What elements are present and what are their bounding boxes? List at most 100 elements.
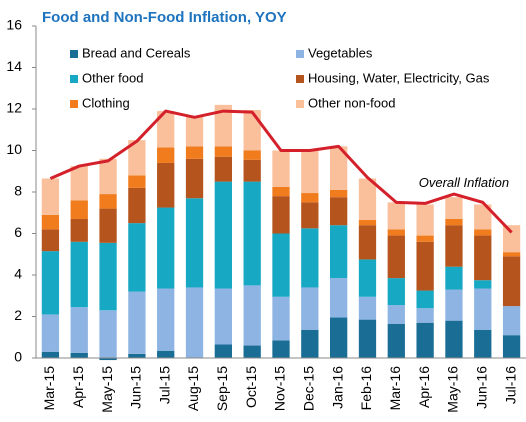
- y-tick-label: 14: [6, 58, 22, 74]
- legend-swatch: [296, 75, 304, 83]
- bar-segment: [157, 147, 175, 163]
- bar-segment: [99, 208, 117, 243]
- bar-segment: [416, 204, 434, 236]
- bar-segment: [301, 287, 319, 330]
- legend-label: Clothing: [82, 95, 130, 110]
- legend-swatch: [70, 50, 78, 58]
- bar-segment: [214, 181, 232, 289]
- legend-swatch: [70, 75, 78, 83]
- x-tick-label: May-16: [445, 366, 461, 413]
- bar-segment: [99, 158, 117, 195]
- bar-segment: [41, 229, 60, 252]
- bar-segment: [502, 225, 521, 253]
- bar-segment: [272, 196, 290, 234]
- bar-segment: [243, 345, 261, 358]
- bar-segment: [330, 278, 348, 318]
- bar-segment: [416, 290, 434, 309]
- bar-segment: [41, 251, 60, 315]
- bar-segment: [70, 218, 88, 242]
- bar-segment: [301, 228, 319, 288]
- bar-segment: [502, 306, 521, 336]
- y-tick-label: 2: [14, 307, 22, 323]
- y-tick-label: 4: [14, 266, 22, 282]
- bar-segment: [157, 207, 175, 289]
- x-tick-label: Aug-15: [185, 366, 201, 411]
- bar-segment: [416, 322, 434, 358]
- bar-segment: [128, 187, 146, 224]
- bar-segment: [358, 296, 377, 320]
- legend-swatch: [296, 100, 304, 108]
- y-tick-label: 6: [14, 224, 22, 240]
- bar-segment: [474, 235, 492, 281]
- bar-segment: [243, 285, 261, 346]
- bar-segment: [243, 159, 261, 182]
- bar-segment: [128, 223, 146, 292]
- bar-segment: [301, 193, 319, 203]
- bar-segment: [214, 104, 232, 147]
- bar-segment: [445, 225, 463, 267]
- x-tick-label: May-15: [99, 366, 115, 413]
- bar-segment: [41, 214, 60, 230]
- bar-segment: [502, 335, 521, 358]
- bar-segment: [330, 317, 348, 358]
- x-tick-label: Dec-15: [301, 366, 317, 411]
- bar-segment: [185, 146, 204, 159]
- bar-segment: [445, 289, 463, 321]
- bar-segment: [358, 319, 377, 358]
- x-tick-label: Apr-15: [70, 366, 86, 408]
- x-tick-label: Jul-16: [502, 366, 518, 404]
- chart-title: Food and Non-Food Inflation, YOY: [42, 9, 287, 26]
- bar-segment: [157, 162, 175, 208]
- bar-segment: [474, 329, 492, 358]
- legend-label: Vegetables: [308, 45, 373, 60]
- bar-segment: [70, 307, 88, 353]
- bar-segment: [70, 352, 88, 358]
- bar-segment: [387, 278, 405, 306]
- bar-segment: [358, 225, 377, 260]
- legend-label: Bread and Cereals: [82, 45, 191, 60]
- bar-segment: [387, 305, 405, 324]
- bar-segment: [41, 178, 60, 215]
- bar-segment: [185, 198, 204, 288]
- bar-segment: [214, 156, 232, 182]
- bar-segment: [272, 150, 290, 187]
- bar-segment: [41, 314, 60, 352]
- bar-segment: [474, 280, 492, 289]
- legend-swatch: [296, 50, 304, 58]
- bar-segment: [99, 242, 117, 311]
- bar-segment: [243, 110, 261, 151]
- x-tick-label: Oct-15: [243, 366, 259, 408]
- y-tick-label: 16: [6, 17, 22, 33]
- bar-segment: [128, 291, 146, 354]
- bar-segment: [70, 166, 88, 201]
- bar-segment: [99, 310, 117, 358]
- bar-segment: [301, 150, 319, 194]
- bar-segment: [214, 288, 232, 345]
- bar-segment: [157, 111, 175, 148]
- x-tick-label: Feb-16: [358, 366, 374, 411]
- bar-segment: [502, 256, 521, 307]
- bar-segment: [214, 146, 232, 157]
- y-tick-label: 10: [6, 141, 22, 157]
- bar-segment: [70, 241, 88, 308]
- bar-segment: [358, 259, 377, 297]
- bar-segment: [387, 235, 405, 279]
- y-tick-label: 0: [14, 349, 22, 365]
- legend-label: Other non-food: [308, 95, 395, 110]
- bar-segment: [128, 353, 146, 358]
- legend-swatch: [70, 100, 78, 108]
- bar-segment: [387, 202, 405, 230]
- bar-segment: [416, 235, 434, 242]
- bar-segment: [99, 194, 117, 209]
- bar-segment: [272, 186, 290, 197]
- bar-segment: [243, 150, 261, 160]
- bar-segment: [330, 225, 348, 279]
- bar-segment: [272, 340, 290, 358]
- legend-label: Housing, Water, Electricity, Gas: [308, 70, 490, 85]
- legend-label: Other food: [82, 70, 143, 85]
- x-tick-label: Mar-16: [387, 366, 403, 411]
- x-tick-label: Nov-15: [272, 366, 288, 411]
- bar-segment: [330, 146, 348, 190]
- bar-segment: [330, 189, 348, 198]
- bar-segment: [445, 218, 463, 226]
